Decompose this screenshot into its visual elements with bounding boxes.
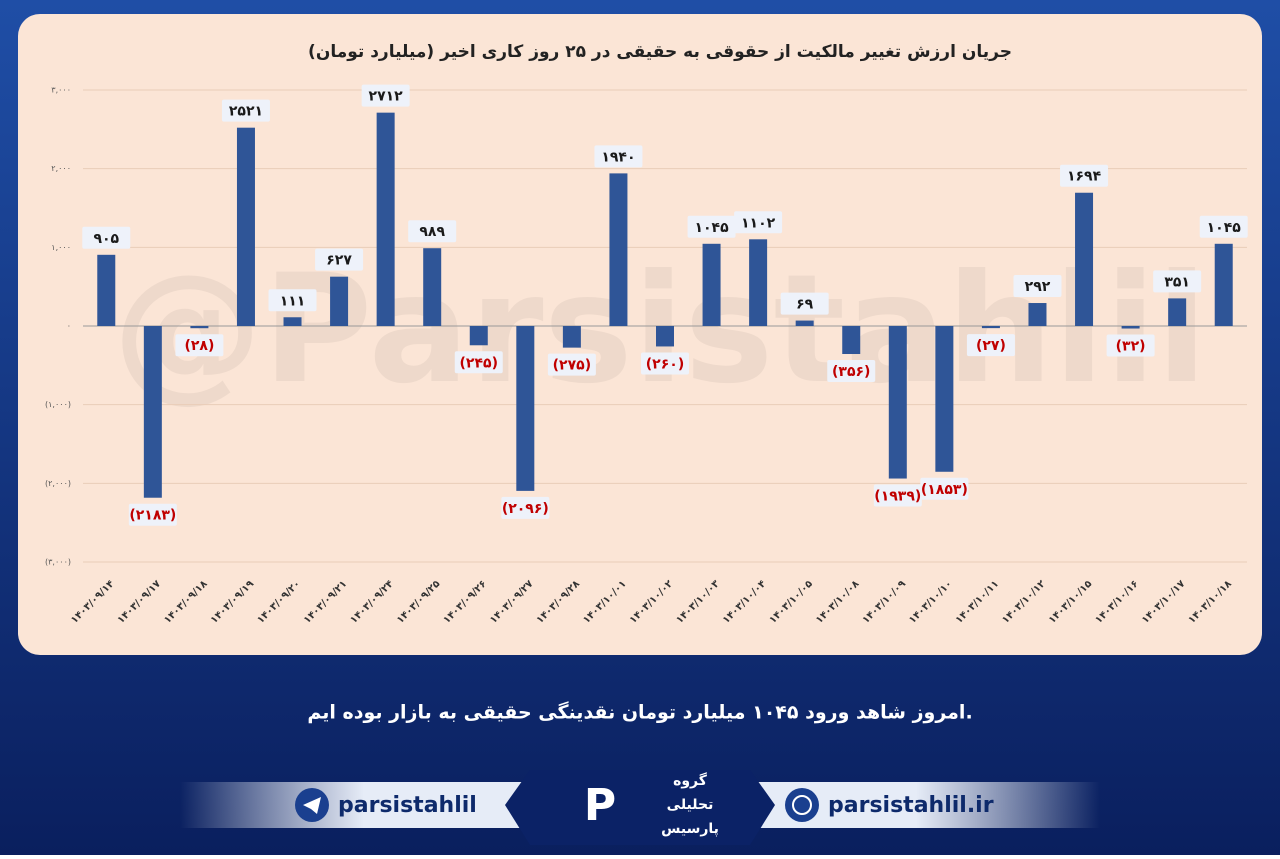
bar: [423, 248, 442, 326]
value-label-box: [594, 145, 643, 168]
bar: [795, 320, 814, 326]
bar: [516, 326, 535, 491]
y-tick-label: ۱,۰۰۰: [51, 243, 71, 252]
value-label: ۹۰۵: [93, 231, 119, 247]
value-label-box: [315, 248, 364, 271]
bar: [236, 127, 255, 326]
value-label: ۲۷۱۲: [369, 89, 404, 105]
y-tick-label: (۳,۰۰۰): [45, 558, 71, 567]
value-label-box: [1060, 164, 1109, 187]
chart-title: جریان ارزش تغییر مالکیت از حقوقی به حقیق…: [308, 42, 1012, 62]
y-tick-label: (۲,۰۰۰): [45, 479, 71, 488]
web-glyph: [792, 795, 812, 815]
value-label: (۱۸۵۳): [921, 482, 968, 498]
value-label: (۲۴۵): [460, 355, 498, 371]
value-label: (۲۰۹۶): [502, 501, 549, 517]
value-label-box: [1106, 334, 1155, 357]
footer-message: امروز شاهد ورود ۱۰۴۵ میلیارد تومان نقدین…: [307, 701, 972, 724]
value-label: ۱۶۹۴: [1067, 169, 1102, 185]
y-tick-label: (۱,۰۰۰): [45, 400, 71, 409]
value-label-box: [268, 289, 317, 312]
value-label: ۱۰۴۵: [694, 220, 729, 236]
logo-box: [505, 770, 775, 845]
bar: [935, 326, 954, 472]
bar: [1028, 303, 1047, 326]
bar: [190, 326, 209, 329]
bar: [562, 326, 581, 348]
value-label: ۲۹۲: [1025, 279, 1051, 295]
value-label: ۹۸۹: [419, 224, 445, 240]
value-label-box: [687, 215, 736, 238]
bar: [1168, 298, 1187, 326]
y-tick-label: ۰: [67, 322, 71, 331]
bar: [749, 239, 768, 326]
value-label: ۱۹۴۰: [601, 149, 635, 165]
value-label-box: [454, 351, 503, 374]
value-label-box: [1199, 215, 1248, 238]
value-label-box: [82, 226, 131, 249]
value-label-box: [501, 496, 550, 519]
logo-mark: P: [584, 780, 616, 831]
bar: [1121, 326, 1140, 329]
value-label-box: [920, 477, 969, 500]
value-label: ۱۰۴۵: [1207, 220, 1242, 236]
bar: [842, 326, 861, 355]
value-label: (۲۷۵): [553, 358, 591, 374]
value-label-box: [734, 211, 783, 234]
value-label: ۳۵۱: [1164, 274, 1190, 290]
logo-line: پارسیس: [661, 821, 719, 837]
telegram-handle[interactable]: parsistahlil: [338, 793, 477, 818]
telegram-glyph: [303, 797, 321, 814]
value-label-box: [966, 334, 1015, 357]
value-label-box: [780, 292, 829, 315]
value-label-box: [1013, 275, 1062, 298]
value-label: ۶۲۷: [326, 253, 352, 269]
bar: [97, 254, 116, 326]
y-tick-label: ۲,۰۰۰: [51, 164, 71, 173]
bar: [330, 276, 349, 326]
bar: [702, 243, 721, 326]
y-tick-label: ۳,۰۰۰: [51, 86, 71, 95]
value-label: ۱۱۱: [280, 293, 306, 309]
bar: [1214, 243, 1233, 326]
logo-line: گروه: [673, 772, 708, 789]
website[interactable]: parsistahlil.ir: [828, 793, 994, 818]
value-label-box: [128, 503, 177, 526]
value-label-box: [361, 84, 410, 107]
bar: [143, 326, 162, 498]
value-label: (۲۸): [184, 338, 214, 354]
value-label-box: [221, 99, 270, 122]
value-label: (۳۵۶): [832, 364, 870, 380]
value-label: ۶۹: [796, 297, 814, 313]
bar: [888, 326, 907, 479]
value-label: ۲۵۲۱: [229, 104, 263, 120]
value-label-box: [827, 360, 876, 383]
bar: [656, 326, 674, 347]
bar: [469, 326, 488, 346]
value-label: (۲۶۰): [646, 356, 684, 372]
bar: [1075, 192, 1094, 326]
value-label-box: [873, 484, 922, 507]
value-label-box: [175, 334, 224, 357]
value-label-box: [641, 352, 689, 375]
bar: [609, 173, 628, 326]
value-label-box: [1153, 270, 1202, 293]
value-label: ۱۱۰۲: [741, 215, 776, 231]
logo-line: تحلیلی: [667, 797, 714, 813]
bar: [376, 112, 395, 326]
bar: [981, 326, 1000, 329]
web-icon: [785, 788, 819, 822]
value-label: (۲۱۸۳): [129, 508, 176, 524]
value-label-box: [547, 353, 596, 376]
bar: [283, 317, 302, 326]
value-label-box: [408, 220, 457, 243]
value-label: (۱۹۳۹): [874, 489, 921, 505]
value-label: (۲۷): [976, 338, 1006, 354]
value-label: (۳۲): [1116, 339, 1146, 355]
